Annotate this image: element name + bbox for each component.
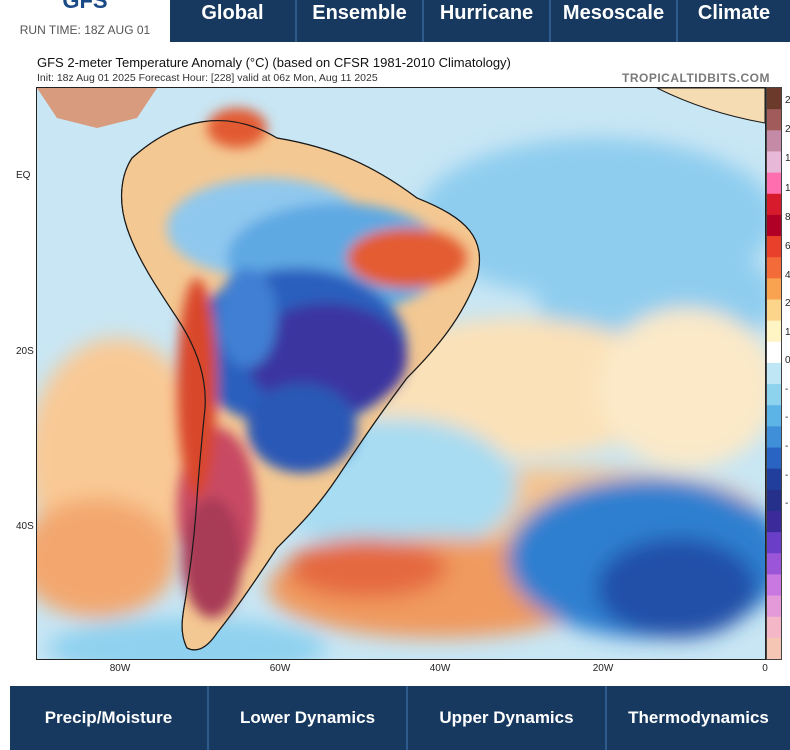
colorbar-swatch <box>767 510 781 533</box>
bottom-nav: Precip/Moisture Lower Dynamics Upper Dyn… <box>10 686 790 750</box>
nav-mesoscale[interactable]: Mesoscale <box>551 0 678 42</box>
colorbar-label: 4 <box>785 270 790 281</box>
top-bar: GFS RUN TIME: 18Z AUG 01 Global Ensemble… <box>0 0 790 42</box>
longitude-label: 80W <box>109 663 131 674</box>
colorbar-label: 2 <box>785 95 790 106</box>
run-time: RUN TIME: 18Z AUG 01 <box>19 23 151 37</box>
colorbar-swatch <box>767 532 781 554</box>
latitude-label: EQ <box>16 170 31 181</box>
temperature-anomaly-map <box>36 87 766 660</box>
colorbar-swatch <box>767 320 781 343</box>
colorbar-swatch <box>767 616 781 639</box>
colorbar-swatch <box>767 130 781 152</box>
colorbar-swatch <box>767 489 781 512</box>
colorbar-label: 2 <box>785 298 790 309</box>
nav-global[interactable]: Global <box>170 0 297 42</box>
nav-lower-dynamics[interactable]: Lower Dynamics <box>209 686 408 750</box>
colorbar-swatch <box>767 637 781 660</box>
latitude-label: 20S <box>16 346 34 357</box>
top-nav: Global Ensemble Hurricane Mesoscale Clim… <box>170 0 790 42</box>
map-title: GFS 2-meter Temperature Anomaly (°C) (ba… <box>37 55 511 70</box>
nav-thermodynamics[interactable]: Thermodynamics <box>628 708 769 727</box>
latitude-label: 40S <box>16 521 34 532</box>
nav-ensemble[interactable]: Ensemble <box>297 0 424 42</box>
colorbar-swatch <box>767 341 781 364</box>
colorbar-label: - <box>785 441 789 452</box>
longitude-label: 20W <box>592 663 614 674</box>
colorbar-label: 8 <box>785 212 790 223</box>
colorbar-swatch <box>767 299 781 322</box>
colorbar-label: 0 <box>785 355 790 366</box>
nav-precip-moisture[interactable]: Precip/Moisture <box>10 686 209 750</box>
colorbar-label: - <box>785 470 789 481</box>
longitude-label: 40W <box>429 663 451 674</box>
colorbar-label: 1 <box>785 327 790 338</box>
land-anomaly <box>167 108 467 618</box>
colorbar-swatch <box>767 362 781 385</box>
colorbar-swatch <box>767 468 781 491</box>
colorbar-swatch <box>767 405 781 427</box>
colorbar-swatch <box>767 151 781 174</box>
colorbar-label: - <box>785 412 789 423</box>
colorbar-swatch <box>767 214 781 237</box>
nav-upper-dynamics[interactable]: Upper Dynamics <box>408 686 607 750</box>
map-subtitle: Init: 18z Aug 01 2025 Forecast Hour: [22… <box>37 72 378 84</box>
model-title[interactable]: GFS <box>62 0 108 13</box>
anomaly-field <box>37 138 765 659</box>
colorbar-swatch <box>767 88 781 110</box>
nav-climate[interactable]: Climate <box>697 2 771 24</box>
colorbar-swatch <box>767 426 781 449</box>
colorbar-label: 1 <box>785 183 790 194</box>
colorbar-swatch <box>767 574 781 597</box>
colorbar-swatch <box>767 595 781 618</box>
colorbar-swatch <box>767 447 781 470</box>
colorbar-swatch <box>767 172 781 195</box>
site-credit: TROPICALTIDBITS.COM <box>622 71 770 85</box>
colorbar-swatch <box>767 384 781 406</box>
longitude-label: 60W <box>269 663 291 674</box>
south-america-coastline <box>121 120 481 651</box>
africa-coastline <box>656 88 765 124</box>
colorbar-swatch <box>767 193 781 216</box>
colorbar-label: - <box>785 384 789 395</box>
nav-hurricane[interactable]: Hurricane <box>424 0 551 42</box>
colorbar-label: 2 <box>785 124 790 135</box>
colorbar-swatch <box>767 278 781 300</box>
colorbar-label: 6 <box>785 241 790 252</box>
colorbar <box>766 87 782 660</box>
longitude-label: 0 <box>762 663 768 674</box>
colorbar-swatch <box>767 257 781 279</box>
colorbar-label: - <box>785 498 789 509</box>
colorbar-label: 1 <box>785 153 790 164</box>
colorbar-swatch <box>767 553 781 575</box>
colorbar-swatch <box>767 236 781 258</box>
brand[interactable]: GFS RUN TIME: 18Z AUG 01 <box>0 0 170 42</box>
colorbar-swatch <box>767 109 781 131</box>
